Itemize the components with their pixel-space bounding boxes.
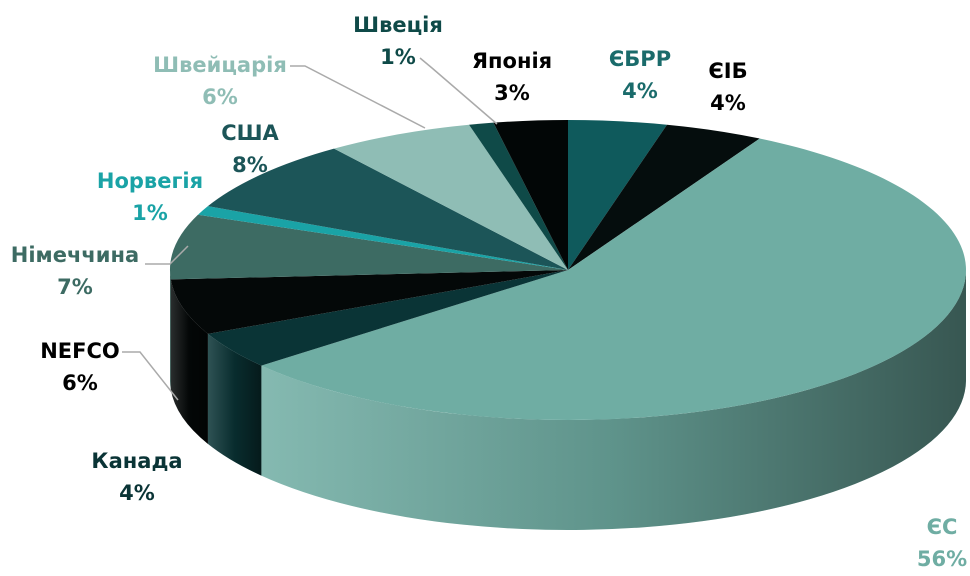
slice xyxy=(261,138,967,420)
data-label-name: Швейцарія xyxy=(153,53,287,77)
slice-side-shade xyxy=(170,279,208,444)
slice-side-shade xyxy=(207,333,262,476)
data-label-name: ЄБРР xyxy=(609,47,671,71)
data-label-name: Японія xyxy=(472,49,552,73)
data-label-value: 8% xyxy=(232,153,268,177)
slice-side-shade xyxy=(170,270,171,390)
slice xyxy=(170,214,569,280)
data-label-name: NEFCO xyxy=(40,339,120,363)
leader-line xyxy=(419,57,498,125)
data-label-value: 3% xyxy=(494,81,530,105)
data-label-value: 56% xyxy=(917,547,967,571)
data-label-value: 1% xyxy=(380,45,416,69)
data-label-name: Норвегія xyxy=(97,169,203,193)
leader-line xyxy=(290,65,426,129)
data-label-name: ЄІБ xyxy=(708,59,747,83)
slice xyxy=(197,206,568,270)
data-label-value: 1% xyxy=(132,201,168,225)
data-label-name: США xyxy=(221,121,279,145)
slice xyxy=(493,120,568,270)
data-label-name: ЄС xyxy=(927,515,958,539)
data-label-value: 4% xyxy=(119,481,155,505)
slice xyxy=(334,124,568,271)
slice-side-shade xyxy=(261,270,967,530)
slice xyxy=(568,124,760,271)
slice xyxy=(207,148,568,270)
leader-line xyxy=(122,351,179,401)
data-label-value: 7% xyxy=(57,275,93,299)
data-label-value: 6% xyxy=(202,85,238,109)
slice xyxy=(207,270,568,366)
slice xyxy=(469,122,568,270)
slice xyxy=(568,119,667,270)
data-label-value: 6% xyxy=(62,371,98,395)
leader-line xyxy=(145,245,189,265)
slice xyxy=(170,270,569,334)
data-label-name: Швеція xyxy=(353,13,443,37)
data-label-name: Канада xyxy=(91,449,182,473)
data-label-value: 4% xyxy=(710,91,746,115)
data-label-name: Німеччина xyxy=(11,243,139,267)
data-label-value: 4% xyxy=(622,79,658,103)
